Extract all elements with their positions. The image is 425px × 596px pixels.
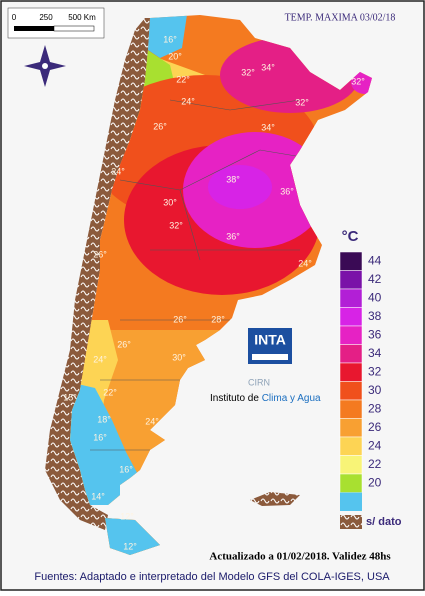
legend-label: 36 (368, 327, 382, 341)
isotherm-label: 16° (93, 432, 107, 442)
isotherm-label: 36° (226, 231, 240, 241)
isotherm-label: 28° (211, 314, 225, 324)
isotherm-labels: 16° 20° 22° 24° 32° 34° 32° 32° 34° 26° 24° 26° 30° 3… (63, 34, 365, 551)
legend-no-data-label: s/ dato (366, 516, 402, 528)
legend-label: 32 (368, 364, 382, 378)
isotherm-label: 18° (97, 414, 111, 424)
isotherm-label: 14° (91, 491, 105, 501)
legend-swatch (339, 307, 363, 327)
isotherm-label: 30° (163, 197, 177, 207)
legend-swatch (339, 473, 363, 493)
legend-swatch (339, 436, 363, 456)
logo-name: INTA (254, 332, 286, 348)
isotherm-label: 24° (111, 166, 125, 176)
logo-center: CIRN (248, 377, 270, 387)
legend-swatch (339, 381, 363, 401)
isotherm-label: 30° (172, 352, 186, 362)
isotherm-label: 15° (63, 392, 77, 402)
isotherm-label: 34° (261, 62, 275, 72)
isotherm-label: 36° (280, 186, 294, 196)
isotherm-label: 34° (261, 122, 275, 132)
legend-label: 22 (368, 457, 382, 471)
legend-swatch (339, 362, 363, 382)
isotherm-label: 16° (163, 34, 177, 44)
isotherm-label: 26° (153, 121, 167, 131)
isotherm-label: 24° (181, 96, 195, 106)
isotherm-label: 20° (168, 51, 182, 61)
isotherm-label: 12° (120, 511, 134, 521)
legend-swatch (339, 325, 363, 345)
no-data-area (45, 18, 150, 530)
legend-swatch (339, 288, 363, 308)
isotherm-label: 32° (241, 67, 255, 77)
isotherm-label: 12° (123, 541, 137, 551)
institute-text: Instituto de (210, 393, 259, 404)
legend-swatch-below (340, 492, 362, 511)
scale-label: 500 Km (68, 13, 96, 22)
compass-rose (24, 45, 66, 87)
no-data-islands (250, 492, 300, 506)
legend-swatch (339, 418, 363, 438)
legend-label: 40 (368, 290, 382, 304)
isotherm-label: 26° (173, 314, 187, 324)
isotherm-label: 22° (103, 387, 117, 397)
isotherm-label: 26° (93, 249, 107, 259)
legend-label: 28 (368, 401, 382, 415)
legend-label: 42 (368, 272, 382, 286)
isotherm-label: 38° (226, 174, 240, 184)
legend-label: 20 (368, 475, 382, 489)
legend-swatch (339, 399, 363, 419)
isotherm-label: 32° (295, 97, 309, 107)
legend-label: 38 (368, 309, 382, 323)
legend-label: 44 (368, 253, 382, 267)
isotherm-label: 24° (145, 416, 159, 426)
legend-swatch (339, 344, 363, 364)
legend-swatch-no-data (340, 515, 362, 529)
legend-label: 34 (368, 346, 382, 360)
legend-swatch (339, 251, 363, 271)
isotherm-label: 24° (298, 258, 312, 268)
isotherm-label: 32° (351, 76, 365, 86)
legend-unit: °C (342, 228, 359, 245)
legend-swatch (339, 270, 363, 290)
sources-note: Fuentes: Adaptado e interpretado del Mod… (34, 571, 390, 583)
isotherm-label: 22° (176, 74, 190, 84)
map-title: TEMP. MAXIMA 03/02/18 (285, 12, 396, 23)
updated-note: Actualizado a 01/02/2018. Validez 48hs (209, 551, 391, 563)
isotherm-label: 24° (93, 354, 107, 364)
legend: 44 42 40 38 36 34 32 30 28 26 24 22 20 s/ dato (339, 251, 402, 529)
inta-logo (248, 328, 292, 364)
isotherm-label: 26° (117, 339, 131, 349)
scale-label: 0 (12, 13, 17, 22)
institute-highlight: Clima y Agua (262, 393, 321, 404)
isotherm-label: 32° (169, 220, 183, 230)
logo-institute: Instituto de Clima y Agua (210, 393, 321, 404)
scale-bar (7, 7, 105, 39)
scale-label: 250 (39, 13, 53, 22)
isotherm-label: 16° (119, 464, 133, 474)
legend-swatch (339, 455, 363, 475)
legend-label: 26 (368, 420, 382, 434)
legend-label: 30 (368, 383, 382, 397)
legend-label: 24 (368, 438, 382, 452)
